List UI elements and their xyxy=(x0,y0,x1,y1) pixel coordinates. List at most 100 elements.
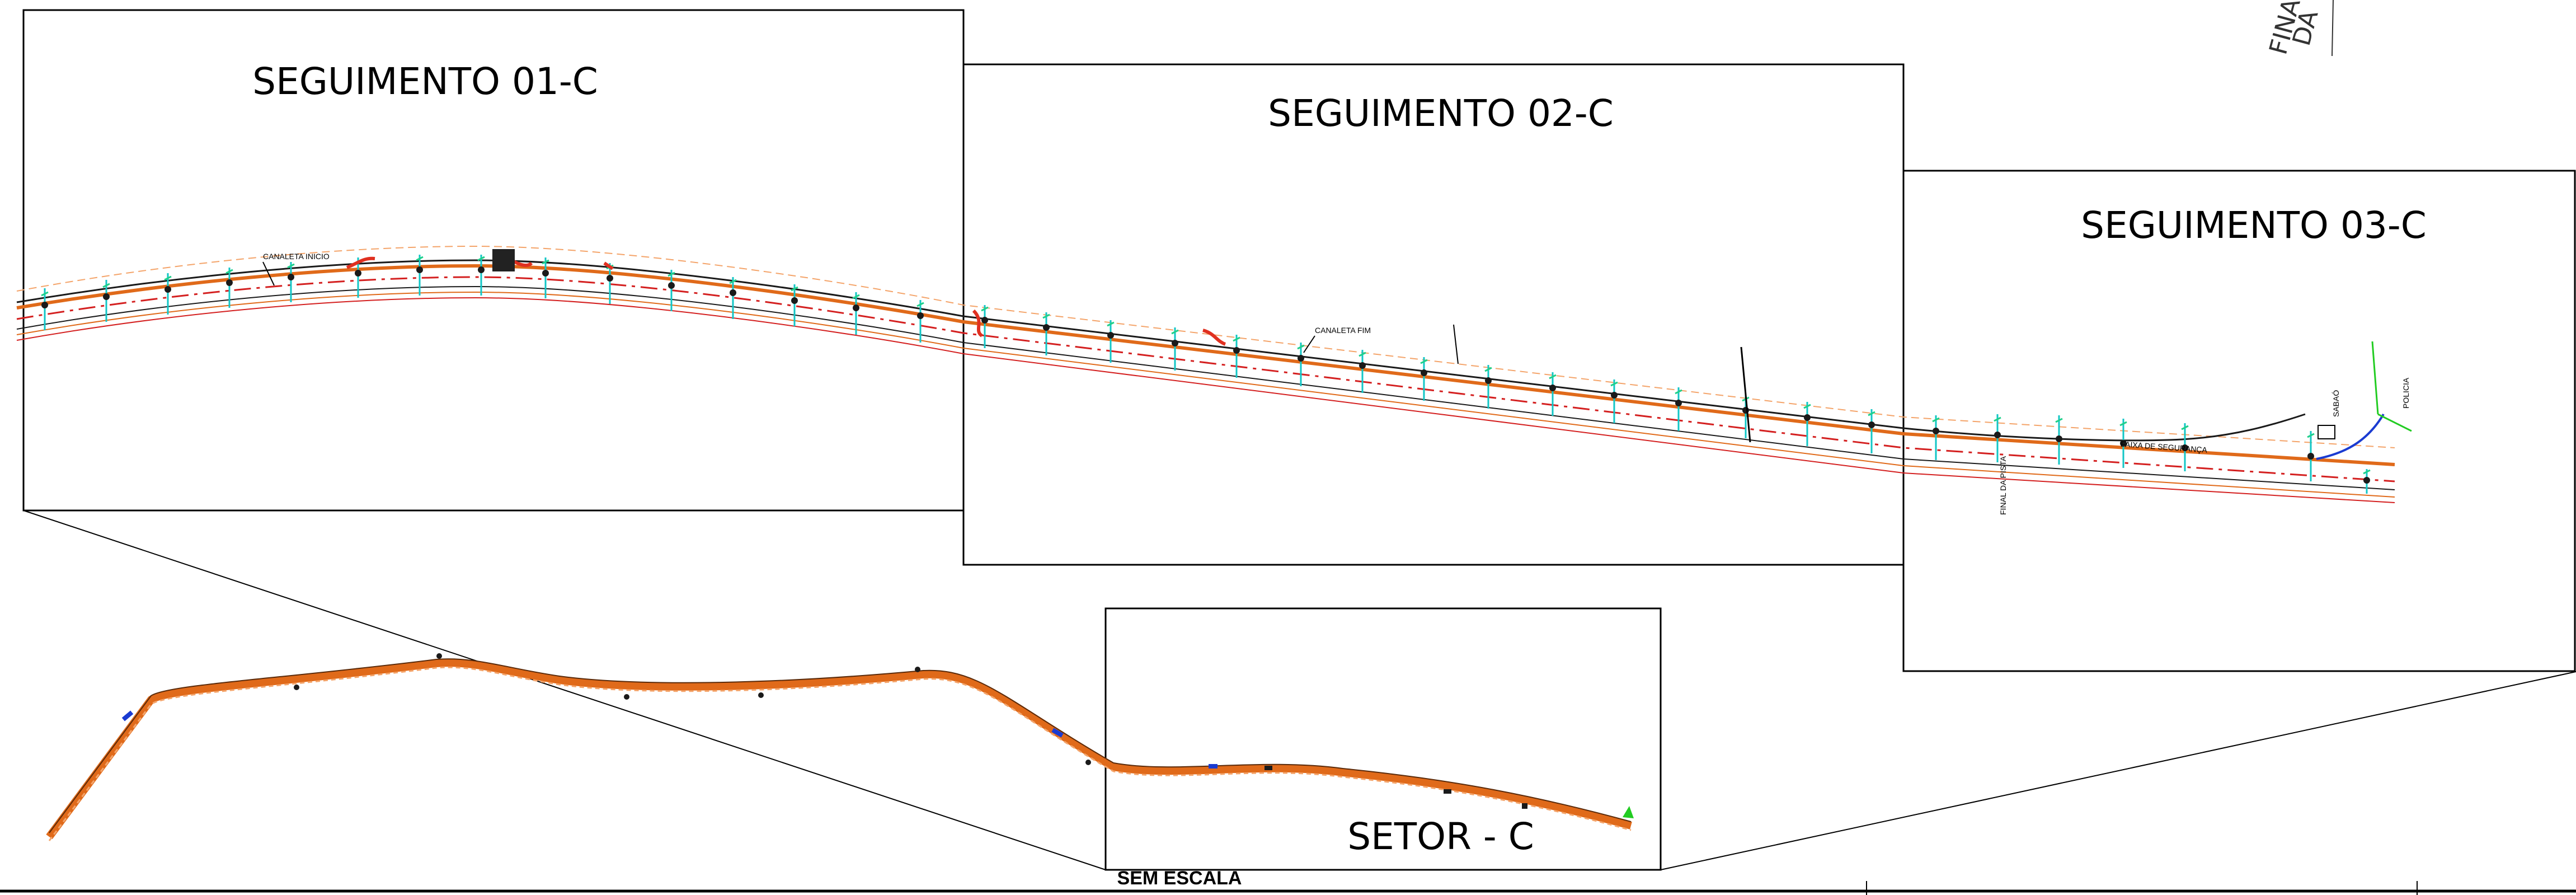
callout-canaleta-inicio: CANALETA INICIO xyxy=(263,252,330,261)
callout-faixa-seguranca: FAIXA DE SEGURANÇA xyxy=(2121,439,2208,454)
segment-02-frame xyxy=(962,63,1905,566)
segment-01-title: SEGUIMENTO 01-C xyxy=(252,60,598,103)
station-marker xyxy=(1932,415,1940,460)
station-marker xyxy=(287,262,295,302)
svg-text:POLICIA: POLICIA xyxy=(2401,377,2410,409)
overview-road-edge xyxy=(49,658,1632,833)
overview-marker xyxy=(1265,766,1272,770)
branch-curve xyxy=(2316,413,2385,460)
callout-sabaao: SABAÓ xyxy=(2331,390,2340,417)
detail-callouts: CANALETA INICIO CANALETA FIM FINAL DA PI… xyxy=(262,249,2410,515)
branch-line-green xyxy=(2377,413,2412,432)
station-marker xyxy=(164,273,172,315)
station-marker xyxy=(1233,335,1240,378)
overview-road-band xyxy=(46,659,1632,840)
callout-leader xyxy=(262,261,275,286)
callout-box xyxy=(492,249,515,271)
overview-marker xyxy=(1522,803,1527,809)
station-marker xyxy=(1675,387,1682,431)
callout-vertical xyxy=(1453,324,1459,364)
overview-road xyxy=(46,658,1632,841)
station-markers xyxy=(41,255,2371,494)
station-marker xyxy=(2055,415,2063,465)
overview-marker xyxy=(1444,789,1451,794)
callout-policia: POLICIA xyxy=(2401,377,2410,409)
road-edge-bottom-orange xyxy=(16,291,2395,498)
station-marker xyxy=(981,305,989,348)
segment-02-title: SEGUIMENTO 02-C xyxy=(1268,92,1614,135)
station-marker xyxy=(791,284,798,326)
construction-mark xyxy=(972,309,983,338)
station-marker xyxy=(1042,312,1050,355)
leader-line-left xyxy=(23,510,1106,870)
overview-marker xyxy=(436,653,442,659)
station-marker xyxy=(2363,469,2371,494)
overview-markers xyxy=(121,653,1634,818)
station-marker xyxy=(102,280,110,322)
station-marker xyxy=(1107,320,1115,363)
construction-mark xyxy=(1202,329,1226,346)
overview-marker xyxy=(915,667,920,672)
station-marker xyxy=(1610,379,1618,423)
road-edge-orange xyxy=(16,264,2395,466)
station-marker xyxy=(852,292,860,335)
branch-box xyxy=(2318,425,2335,439)
station-marker xyxy=(1484,365,1492,409)
station-marker xyxy=(477,255,485,296)
leader-line-right xyxy=(1660,671,2576,870)
station-marker xyxy=(1297,343,1305,386)
road-edge-dark xyxy=(16,259,2306,442)
callout-vertical xyxy=(1740,346,1751,443)
segment-03-title: SEGUIMENTO 03-C xyxy=(2081,204,2427,247)
callout-final-da-pista: FINAL DA PISTA xyxy=(1999,456,2008,515)
construction-mark xyxy=(603,261,614,270)
branch-road xyxy=(2316,341,2412,460)
overview-marker xyxy=(624,694,629,700)
station-marker xyxy=(416,255,424,296)
overview-marker-blue xyxy=(1209,764,1218,769)
station-marker xyxy=(667,270,675,311)
overview-marker xyxy=(1085,760,1091,765)
overview-marker xyxy=(294,685,299,690)
detail-road xyxy=(16,245,2395,503)
overview-marker-green xyxy=(1623,806,1634,818)
station-marker xyxy=(1994,414,2001,462)
svg-text:FINAL DA PISTA: FINAL DA PISTA xyxy=(1999,456,2008,515)
road-edge-top-orange xyxy=(16,245,2395,448)
road-edge-extra-red xyxy=(16,297,2395,503)
road-edge-bottom-dark xyxy=(16,285,2395,490)
overview-road-light xyxy=(48,666,1632,841)
corner-fragment: FINA DA xyxy=(2264,0,2324,58)
corner-fragment-rule xyxy=(2331,0,2334,57)
station-marker xyxy=(2181,423,2189,471)
station-marker xyxy=(1420,357,1428,401)
station-marker xyxy=(542,257,549,298)
svg-text:SABAÓ: SABAÓ xyxy=(2331,390,2340,417)
station-marker xyxy=(1358,350,1366,393)
road-center-red xyxy=(16,276,2395,482)
station-marker xyxy=(2307,431,2315,481)
sector-title: SETOR - C xyxy=(1347,815,1534,858)
station-marker xyxy=(1549,372,1557,416)
branch-line-green xyxy=(2371,341,2379,415)
station-marker xyxy=(1868,409,1875,453)
station-marker xyxy=(1171,327,1179,371)
construction-mark xyxy=(346,256,375,269)
scale-note: SEM ESCALA xyxy=(1117,868,1242,889)
callout-canaleta-fim: CANALETA FIM xyxy=(1315,326,1371,335)
leader-lines xyxy=(23,510,2576,870)
callout-leader xyxy=(1303,335,1315,353)
station-marker xyxy=(916,300,924,343)
segment-03-frame xyxy=(1902,170,2576,672)
overview-marker xyxy=(758,692,764,698)
station-marker xyxy=(225,268,233,308)
construction-marks xyxy=(346,253,1226,346)
station-marker xyxy=(729,277,737,319)
station-marker xyxy=(1803,402,1811,446)
station-marker xyxy=(2119,419,2127,468)
sector-inset-frame xyxy=(1104,607,1662,871)
station-marker xyxy=(41,288,49,330)
overview-marker-blue xyxy=(121,710,134,721)
overview-marker-blue xyxy=(1051,728,1064,738)
